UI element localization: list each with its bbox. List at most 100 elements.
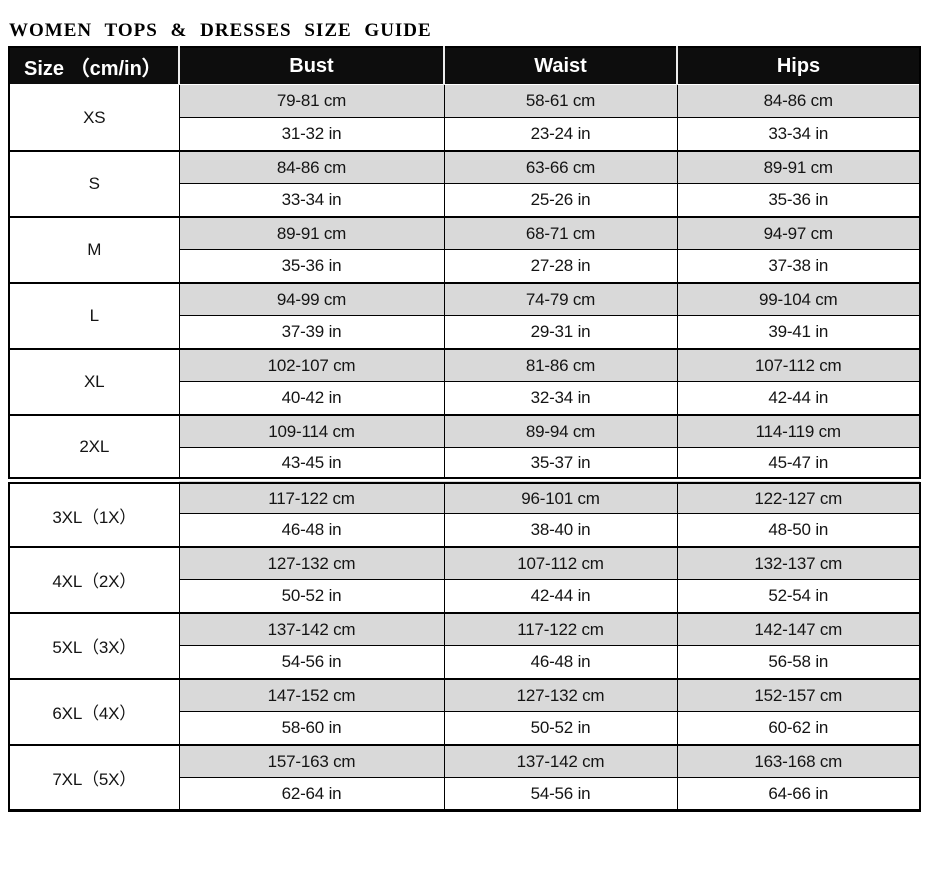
bust-cm-value: 127-132 cm xyxy=(178,545,444,581)
bust-in-value: 37-39 in xyxy=(178,315,444,349)
waist-in-value: 42-44 in xyxy=(443,579,677,613)
hips-cm-value: 99-104 cm xyxy=(676,281,920,317)
row-s-in: 33-34 in 25-26 in 35-36 in xyxy=(9,183,920,217)
size-table-body: XS 79-81 cm 58-61 cm 84-86 cm 31-32 in 23-24 … xyxy=(9,84,920,811)
row-s-cm: S 84-86 cm 63-66 cm 89-91 cm xyxy=(9,149,920,217)
header-row: Size （cm/in） Bust Waist Hips xyxy=(9,46,920,86)
hips-cm-value: 107-112 cm xyxy=(676,347,920,383)
row-2xl-in: 43-45 in 35-37 in 45-47 in xyxy=(9,447,920,481)
waist-in-value: 46-48 in xyxy=(443,645,677,679)
hips-in-value: 37-38 in xyxy=(676,249,920,283)
row-7xl-5x-in: 62-64 in 54-56 in 64-66 in xyxy=(9,777,920,811)
size-label-xs: XS xyxy=(9,84,179,151)
row-4xl-2x-in: 50-52 in 42-44 in 52-54 in xyxy=(9,579,920,613)
hips-in-value: 39-41 in xyxy=(676,315,920,349)
hips-in-value: 42-44 in xyxy=(676,381,920,415)
hips-in-value: 33-34 in xyxy=(676,117,920,151)
size-label-2xl: 2XL xyxy=(9,413,179,481)
hips-cm-value: 122-127 cm xyxy=(676,477,920,515)
size-label-l: L xyxy=(9,281,179,349)
row-m-in: 35-36 in 27-28 in 37-38 in xyxy=(9,249,920,283)
size-label-m: M xyxy=(9,215,179,283)
hips-cm-value: 132-137 cm xyxy=(676,545,920,581)
bust-in-value: 40-42 in xyxy=(178,381,444,415)
row-l-cm: L 94-99 cm 74-79 cm 99-104 cm xyxy=(9,281,920,349)
bust-cm-value: 117-122 cm xyxy=(178,477,444,515)
bust-in-value: 46-48 in xyxy=(178,513,444,547)
hips-cm-value: 89-91 cm xyxy=(676,149,920,185)
waist-in-value: 29-31 in xyxy=(443,315,677,349)
size-label-s: S xyxy=(9,149,179,217)
waist-cm-value: 117-122 cm xyxy=(443,611,677,647)
col-header-waist: Waist xyxy=(443,46,677,86)
row-3xl-1x-in: 46-48 in 38-40 in 48-50 in xyxy=(9,513,920,547)
waist-cm-value: 107-112 cm xyxy=(443,545,677,581)
bust-in-value: 58-60 in xyxy=(178,711,444,745)
row-7xl-5x-cm: 7XL（5X） 157-163 cm 137-142 cm 163-168 cm xyxy=(9,743,920,811)
bust-cm-value: 89-91 cm xyxy=(178,215,444,251)
waist-in-value: 25-26 in xyxy=(443,183,677,217)
waist-cm-value: 127-132 cm xyxy=(443,677,677,713)
row-xl-in: 40-42 in 32-34 in 42-44 in xyxy=(9,381,920,415)
waist-cm-value: 58-61 cm xyxy=(443,84,677,119)
row-m-cm: M 89-91 cm 68-71 cm 94-97 cm xyxy=(9,215,920,283)
waist-cm-value: 137-142 cm xyxy=(443,743,677,779)
waist-in-value: 35-37 in xyxy=(443,447,677,481)
bust-in-value: 35-36 in xyxy=(178,249,444,283)
waist-cm-value: 63-66 cm xyxy=(443,149,677,185)
bust-in-value: 54-56 in xyxy=(178,645,444,679)
waist-in-value: 32-34 in xyxy=(443,381,677,415)
hips-cm-value: 84-86 cm xyxy=(676,84,920,119)
hips-cm-value: 94-97 cm xyxy=(676,215,920,251)
row-3xl-1x-cm: 3XL（1X） 117-122 cm 96-101 cm 122-127 cm xyxy=(9,477,920,547)
page-title: WOMEN TOPS & DRESSES SIZE GUIDE xyxy=(9,20,432,41)
col-header-size: Size （cm/in） xyxy=(9,46,179,86)
waist-cm-value: 89-94 cm xyxy=(443,413,677,449)
bust-cm-value: 109-114 cm xyxy=(178,413,444,449)
size-label-3xl-1x: 3XL（1X） xyxy=(9,477,179,547)
row-5xl-3x-in: 54-56 in 46-48 in 56-58 in xyxy=(9,645,920,679)
row-xs-in: 31-32 in 23-24 in 33-34 in xyxy=(9,117,920,151)
size-label-5xl-3x: 5XL（3X） xyxy=(9,611,179,679)
waist-in-value: 27-28 in xyxy=(443,249,677,283)
bust-cm-value: 137-142 cm xyxy=(178,611,444,647)
row-l-in: 37-39 in 29-31 in 39-41 in xyxy=(9,315,920,349)
size-label-xl: XL xyxy=(9,347,179,415)
size-guide-table: Size （cm/in） Bust Waist Hips XS 79-81 cm 5… xyxy=(8,45,921,813)
hips-in-value: 35-36 in xyxy=(676,183,920,217)
waist-cm-value: 68-71 cm xyxy=(443,215,677,251)
waist-in-value: 23-24 in xyxy=(443,117,677,151)
bust-cm-value: 147-152 cm xyxy=(178,677,444,713)
bust-cm-value: 94-99 cm xyxy=(178,281,444,317)
hips-in-value: 56-58 in xyxy=(676,645,920,679)
bust-in-value: 50-52 in xyxy=(178,579,444,613)
row-6xl-4x-in: 58-60 in 50-52 in 60-62 in xyxy=(9,711,920,745)
hips-in-value: 64-66 in xyxy=(676,777,920,811)
row-xs-cm: XS 79-81 cm 58-61 cm 84-86 cm xyxy=(9,84,920,151)
hips-in-value: 52-54 in xyxy=(676,579,920,613)
hips-in-value: 48-50 in xyxy=(676,513,920,547)
waist-cm-value: 74-79 cm xyxy=(443,281,677,317)
hips-in-value: 45-47 in xyxy=(676,447,920,481)
row-6xl-4x-cm: 6XL（4X） 147-152 cm 127-132 cm 152-157 cm xyxy=(9,677,920,745)
hips-cm-value: 142-147 cm xyxy=(676,611,920,647)
bust-cm-value: 157-163 cm xyxy=(178,743,444,779)
bust-in-value: 62-64 in xyxy=(178,777,444,811)
waist-in-value: 54-56 in xyxy=(443,777,677,811)
row-2xl-cm: 2XL 109-114 cm 89-94 cm 114-119 cm xyxy=(9,413,920,481)
size-label-6xl-4x: 6XL（4X） xyxy=(9,677,179,745)
size-guide-page: WOMEN TOPS & DRESSES SIZE GUIDE Size （cm… xyxy=(8,20,921,813)
row-5xl-3x-cm: 5XL（3X） 137-142 cm 117-122 cm 142-147 cm xyxy=(9,611,920,679)
col-header-bust: Bust xyxy=(178,46,444,86)
hips-in-value: 60-62 in xyxy=(676,711,920,745)
bust-cm-value: 102-107 cm xyxy=(178,347,444,383)
waist-cm-value: 81-86 cm xyxy=(443,347,677,383)
bust-in-value: 33-34 in xyxy=(178,183,444,217)
waist-in-value: 38-40 in xyxy=(443,513,677,547)
row-xl-cm: XL 102-107 cm 81-86 cm 107-112 cm xyxy=(9,347,920,415)
size-label-4xl-2x: 4XL（2X） xyxy=(9,545,179,613)
bust-in-value: 43-45 in xyxy=(178,447,444,481)
bust-cm-value: 79-81 cm xyxy=(178,84,444,119)
bust-in-value: 31-32 in xyxy=(178,117,444,151)
row-4xl-2x-cm: 4XL（2X） 127-132 cm 107-112 cm 132-137 cm xyxy=(9,545,920,613)
